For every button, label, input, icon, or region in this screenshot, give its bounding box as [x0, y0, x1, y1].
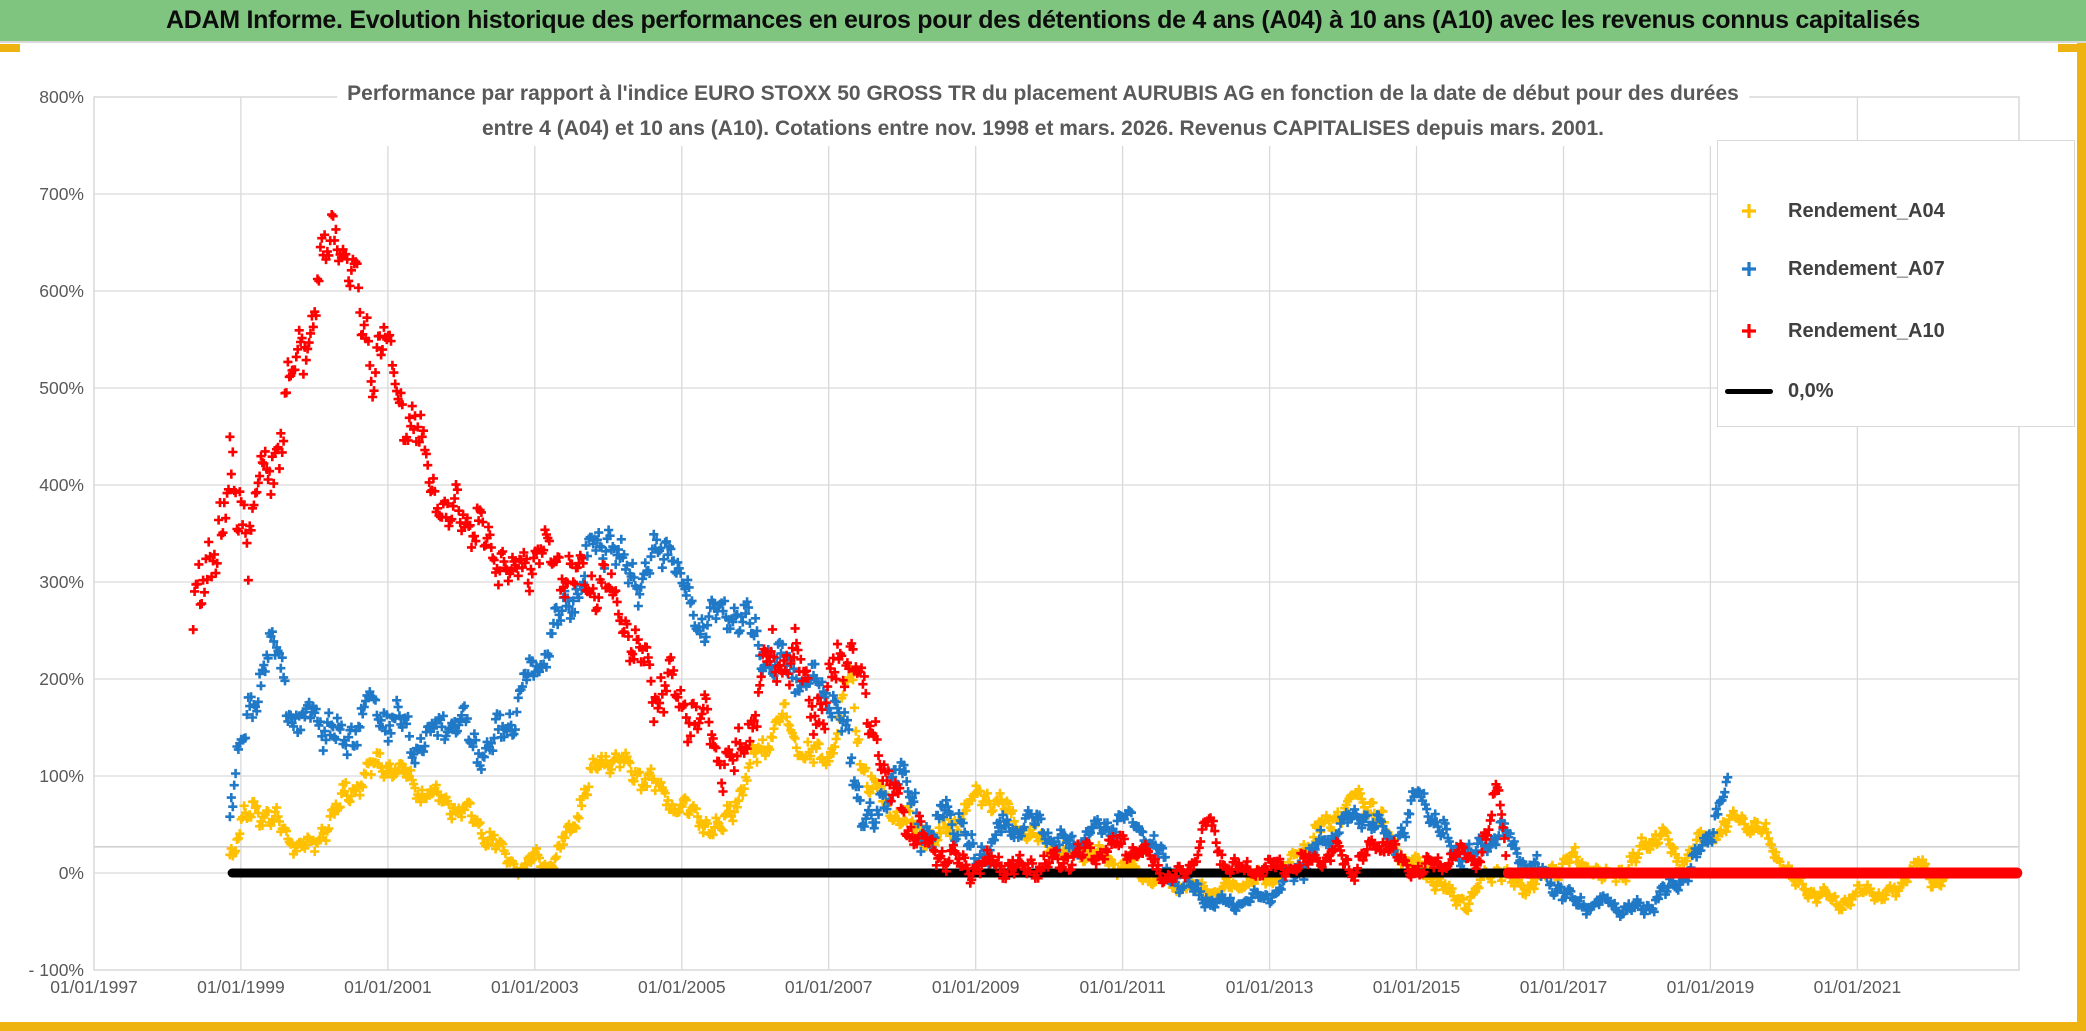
gold-corner-top-right — [2058, 44, 2086, 52]
y-tick-label: 500% — [39, 378, 84, 398]
chart-title: Performance par rapport à l'indice EURO … — [337, 76, 1749, 146]
legend-item-rendement-a10: Rendement_A10 — [1718, 313, 2074, 349]
x-tick-label: 01/01/2017 — [1520, 977, 1608, 997]
x-tick-label: 01/01/2005 — [638, 977, 726, 997]
y-tick-label: 400% — [39, 475, 84, 495]
legend-label: Rendement_A04 — [1788, 199, 1945, 222]
plus-marker-icon — [1718, 321, 1780, 341]
series-rendement-a07 — [225, 525, 1733, 921]
y-tick-label: - 100% — [29, 960, 84, 980]
y-tick-label: 0% — [59, 863, 84, 883]
legend-label: Rendement_A10 — [1788, 319, 1945, 342]
chart-title-line2: entre 4 (A04) et 10 ans (A10). Cotations… — [482, 117, 1604, 140]
x-tick-label: 01/01/2001 — [344, 977, 432, 997]
chart-title-line1: Performance par rapport à l'indice EURO … — [347, 82, 1739, 105]
x-tick-label: 01/01/1999 — [197, 977, 285, 997]
legend-label: 0,0% — [1788, 379, 1834, 402]
y-tick-label: 800% — [39, 87, 84, 107]
y-tick-label: 100% — [39, 766, 84, 786]
series-rendement-a10 — [188, 210, 1511, 888]
x-tick-label: 01/01/1997 — [50, 977, 138, 997]
legend-item-0-0-: 0,0% — [1718, 373, 2074, 409]
chart-legend: Rendement_A04 Rendement_A07 Rendement_A10 0… — [1717, 140, 2075, 427]
x-tick-label: 01/01/2021 — [1814, 977, 1902, 997]
plus-marker-icon — [1718, 201, 1780, 221]
x-tick-label: 01/01/2019 — [1667, 977, 1755, 997]
x-tick-label: 01/01/2015 — [1373, 977, 1461, 997]
y-tick-label: 600% — [39, 281, 84, 301]
legend-item-rendement-a07: Rendement_A07 — [1718, 251, 2074, 287]
x-tick-label: 01/01/2011 — [1079, 977, 1165, 997]
report-title-banner: ADAM Informe. Evolution historique des p… — [0, 0, 2086, 43]
y-tick-label: 200% — [39, 669, 84, 689]
gold-edge-bottom — [0, 1022, 2086, 1031]
gold-edge-right — [2077, 43, 2086, 1031]
zero-line-swatch-icon — [1718, 388, 1780, 394]
y-tick-label: 700% — [39, 184, 84, 204]
legend-item-rendement-a04: Rendement_A04 — [1718, 193, 2074, 229]
x-tick-label: 01/01/2013 — [1226, 977, 1314, 997]
y-tick-label: 300% — [39, 572, 84, 592]
plus-marker-icon — [1718, 259, 1780, 279]
x-tick-label: 01/01/2003 — [491, 977, 579, 997]
gold-corner-top-left — [0, 44, 20, 52]
legend-label: Rendement_A07 — [1788, 257, 1945, 280]
report-title: ADAM Informe. Evolution historique des p… — [166, 6, 1920, 34]
x-tick-label: 01/01/2009 — [932, 977, 1020, 997]
x-tick-label: 01/01/2007 — [785, 977, 873, 997]
